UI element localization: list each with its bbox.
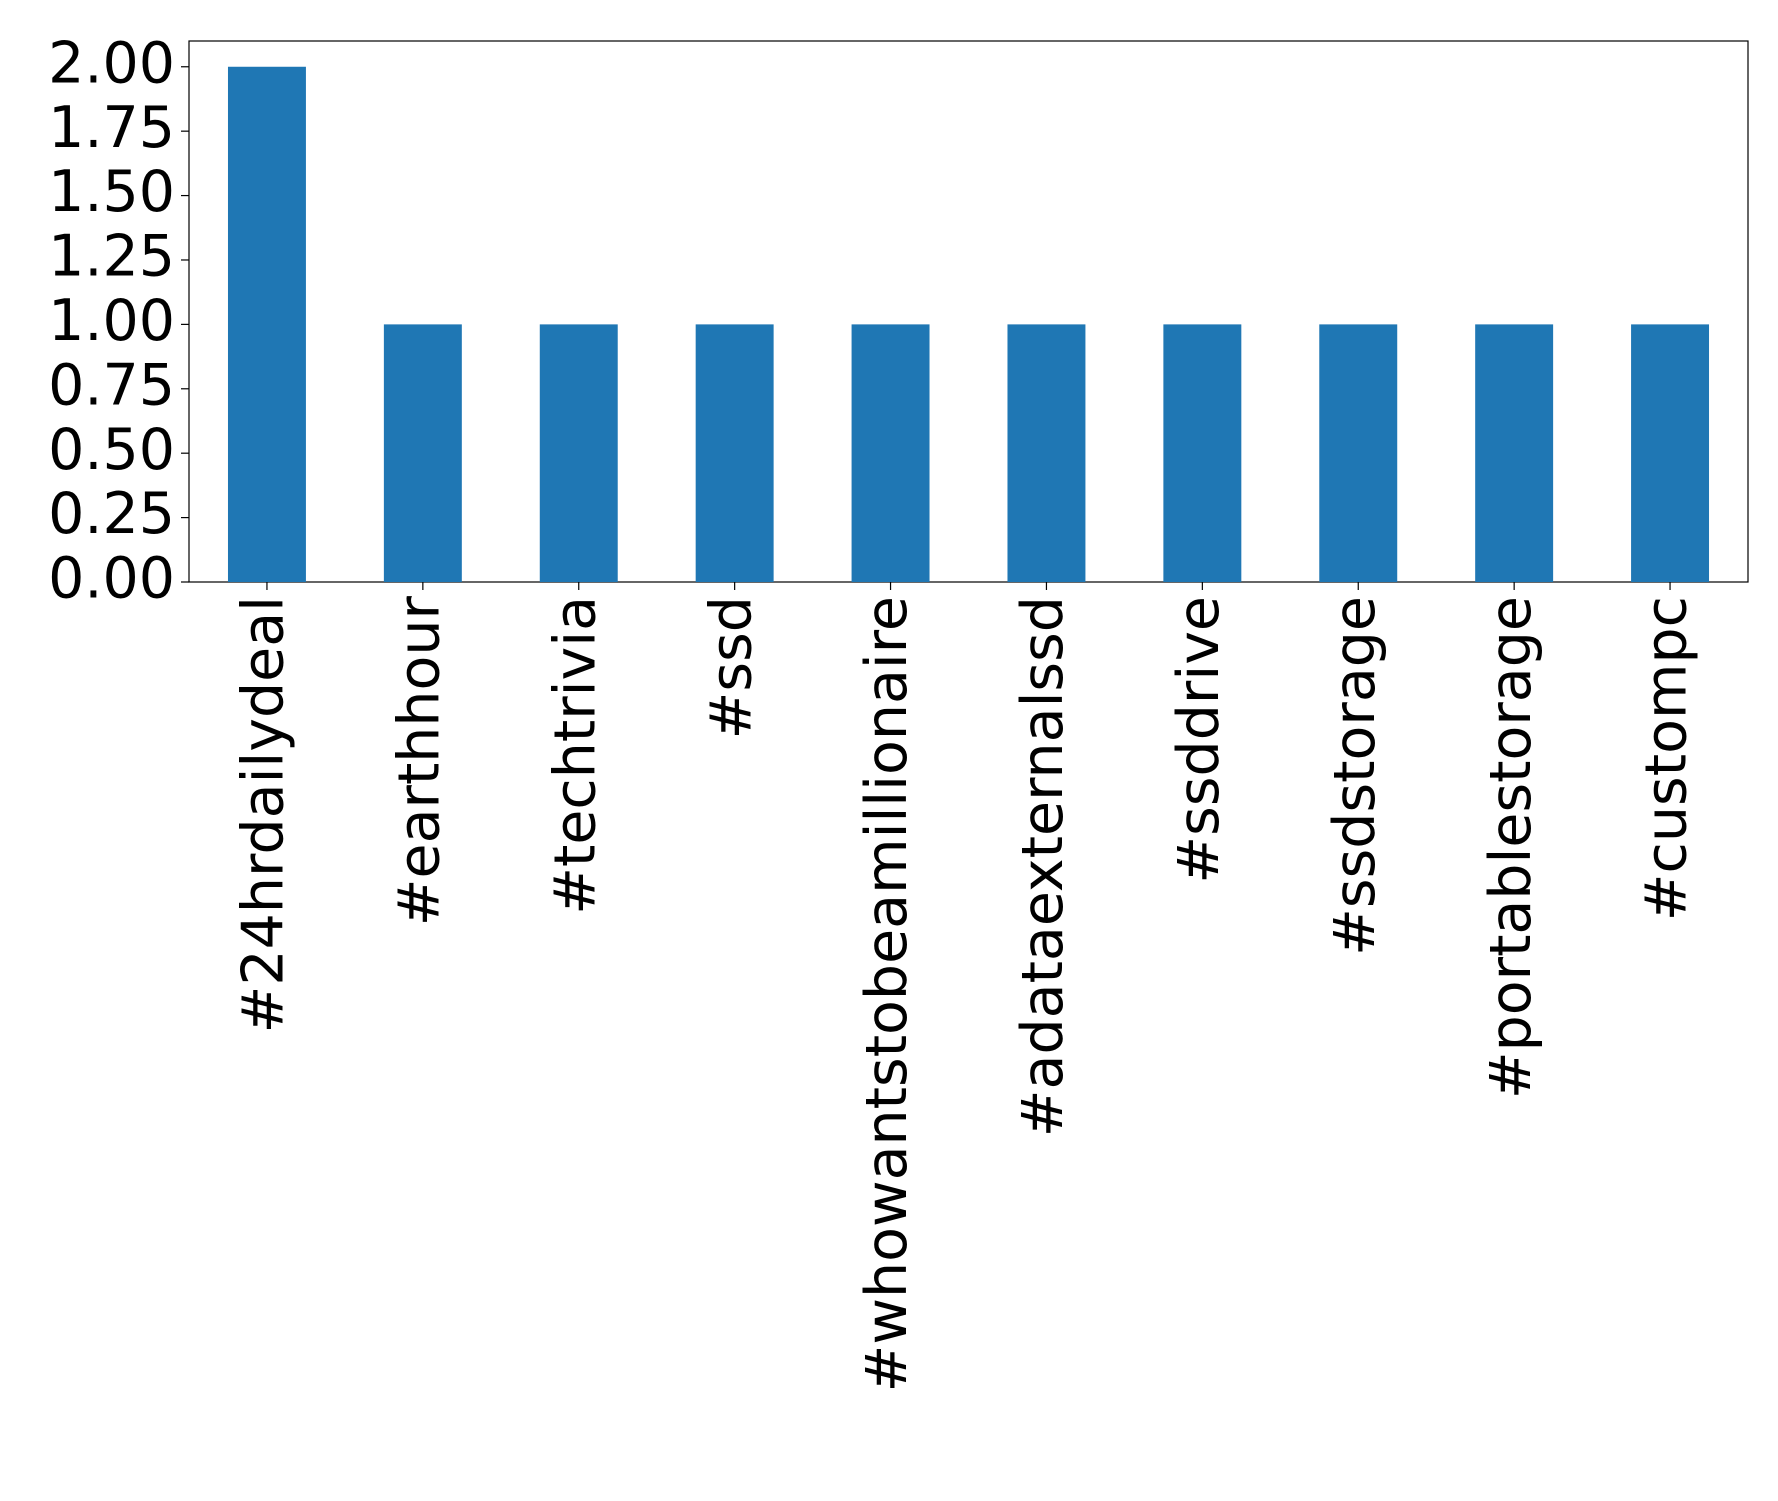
bar (1319, 324, 1398, 582)
x-tick-label: #earthhour (386, 595, 452, 926)
bar (1475, 324, 1554, 582)
x-tick-label: #custompc (1634, 596, 1700, 921)
bar (1007, 324, 1086, 582)
bar (695, 324, 774, 582)
bar (1631, 324, 1710, 582)
x-tick-label: #ssdstorage (1322, 596, 1388, 956)
y-tick-label: 1.25 (48, 224, 175, 290)
y-tick-label: 0.00 (48, 546, 175, 612)
x-tick-label: #ssd (698, 596, 764, 739)
x-tick-label: #24hrdailydeal (231, 596, 297, 1033)
y-tick-label: 1.00 (48, 288, 175, 354)
bar (227, 66, 306, 582)
bar (539, 324, 618, 582)
bar (383, 324, 462, 582)
plot-frame (188, 40, 1749, 583)
y-tick-label: 1.50 (48, 159, 175, 225)
y-tick-label: 2.00 (48, 30, 175, 96)
y-tick-label: 0.25 (48, 481, 175, 547)
y-tick-label: 1.75 (48, 95, 175, 161)
y-tick-label: 0.75 (48, 352, 175, 418)
x-tick-label: #portablestorage (1478, 596, 1544, 1099)
x-tick-label: #whowantstobeamillionaire (854, 596, 920, 1392)
bar (1163, 324, 1242, 582)
x-tick-label: #adataexternalssd (1010, 596, 1076, 1137)
bar (851, 324, 930, 582)
y-tick-label: 0.50 (48, 417, 175, 483)
x-tick-label: #techtrivia (542, 596, 608, 915)
x-tick-label: #ssddrive (1166, 596, 1232, 884)
